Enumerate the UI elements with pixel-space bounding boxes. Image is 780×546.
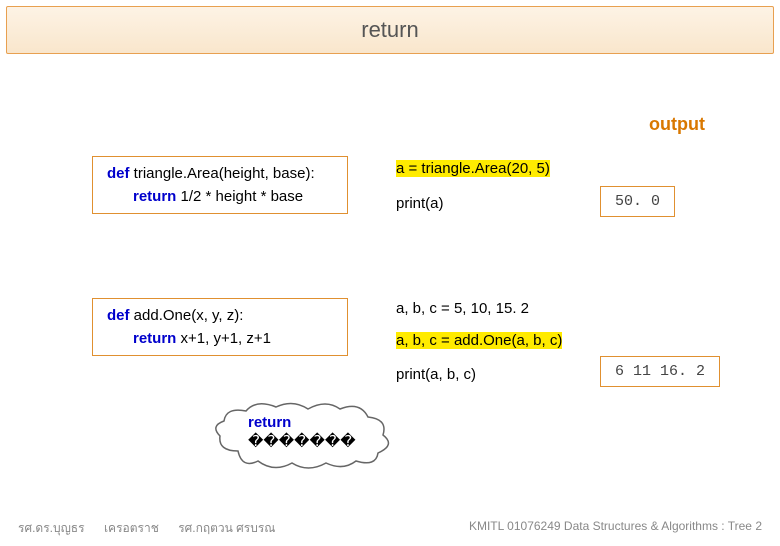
footer-author: รศ.กฤตวน ศรบรณ <box>178 521 275 535</box>
call-line: print(a, b, c) <box>390 362 482 387</box>
code-line: def add.One(x, y, z): <box>107 307 333 324</box>
footer-course: KMITL 01076249 Data Structures & Algorit… <box>469 519 762 538</box>
code-box-triangle: def triangle.Area(height, base): return … <box>92 156 348 214</box>
keyword-def: def <box>107 307 130 324</box>
code-line: return 1/2 * height * base <box>133 188 333 205</box>
code-box-addone: def add.One(x, y, z): return x+1, y+1, z… <box>92 298 348 356</box>
keyword-return: return <box>133 330 176 347</box>
code-text: x+1, y+1, z+1 <box>176 330 271 347</box>
cloud-line2: ������� <box>248 433 356 453</box>
keyword-def: def <box>107 165 130 182</box>
footer-author: รศ.ดร.บุญธร <box>18 521 85 535</box>
code-line: return x+1, y+1, z+1 <box>133 330 333 347</box>
call-line: a, b, c = 5, 10, 15. 2 <box>390 296 535 321</box>
output-value: 6 11 16. 2 <box>600 356 720 387</box>
code-text: 1/2 * height * base <box>176 188 303 205</box>
call-text: print(a) <box>396 195 444 212</box>
call-line: a, b, c = add.One(a, b, c) <box>390 328 568 353</box>
page-title: return <box>361 17 418 43</box>
output-value: 50. 0 <box>600 186 675 217</box>
code-text: add.One(x, y, z): <box>130 307 244 324</box>
call-text: a, b, c = 5, 10, 15. 2 <box>396 300 529 317</box>
cloud-text: return ������� <box>248 413 356 452</box>
footer-left: รศ.ดร.บุญธร เครอตราช รศ.กฤตวน ศรบรณ <box>18 519 291 538</box>
call-line: a = triangle.Area(20, 5) <box>390 156 556 181</box>
call-line: print(a) <box>390 191 450 216</box>
output-label: output <box>649 114 705 135</box>
thought-cloud: return ������� <box>208 401 398 471</box>
footer-author: เครอตราช <box>104 521 159 535</box>
call-text: print(a, b, c) <box>396 366 476 383</box>
footer: รศ.ดร.บุญธร เครอตราช รศ.กฤตวน ศรบรณ KMIT… <box>0 519 780 538</box>
highlighted-call: a = triangle.Area(20, 5) <box>396 160 550 177</box>
keyword-return: return <box>133 188 176 205</box>
highlighted-call: a, b, c = add.One(a, b, c) <box>396 332 562 349</box>
code-line: def triangle.Area(height, base): <box>107 165 333 182</box>
cloud-line1: return <box>248 413 356 433</box>
title-bar: return <box>6 6 774 54</box>
code-text: triangle.Area(height, base): <box>130 165 315 182</box>
